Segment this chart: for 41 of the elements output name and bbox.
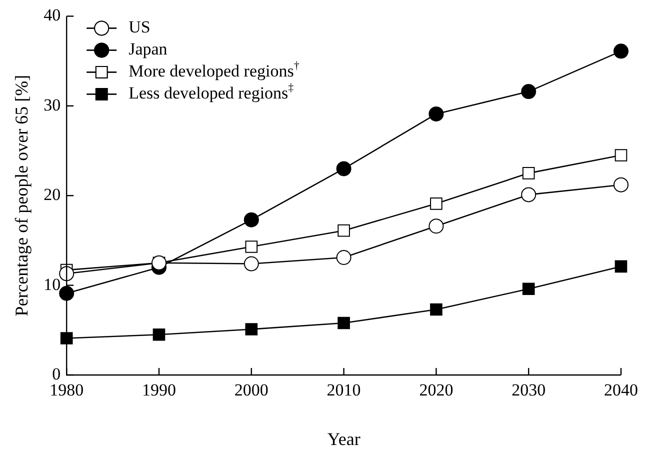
y-tick-label: 30 — [44, 95, 61, 114]
legend-label: More developed regions† — [128, 60, 300, 81]
point — [430, 198, 442, 210]
y-tick-label: 0 — [52, 364, 61, 384]
y-tick-label: 40 — [44, 6, 61, 25]
x-tick-label: 1980 — [50, 380, 84, 400]
point — [336, 250, 352, 265]
point — [336, 161, 352, 176]
point — [522, 282, 535, 296]
x-tick-label: 2010 — [326, 380, 361, 400]
x-tick-label: 1990 — [142, 380, 176, 400]
legend-label: Less developed regions‡ — [128, 82, 294, 103]
x-tick-label: 2030 — [512, 380, 546, 400]
y-axis-title: Percentage of people over 65 [%] — [12, 74, 32, 316]
point — [244, 256, 259, 272]
legend-label: Japan — [128, 40, 168, 59]
point — [245, 323, 258, 336]
point — [521, 84, 536, 100]
point — [60, 332, 73, 344]
x-tick-label: 2040 — [604, 380, 638, 400]
point — [430, 303, 442, 316]
point — [614, 44, 628, 59]
x-axis-title: Year — [327, 428, 360, 449]
point — [614, 260, 628, 273]
x-tick-label: 2000 — [234, 380, 268, 400]
point — [152, 328, 166, 341]
point — [428, 218, 444, 234]
point — [338, 316, 350, 330]
y-tick-label: 10 — [44, 274, 61, 294]
point — [521, 187, 536, 202]
x-tick-label: 2020 — [419, 380, 454, 400]
legend-label: US — [128, 18, 150, 37]
point — [59, 286, 74, 301]
point — [244, 212, 259, 228]
point — [428, 106, 444, 122]
y-tick-label: 20 — [44, 185, 61, 204]
point — [245, 240, 258, 253]
point — [614, 149, 628, 162]
point — [338, 224, 350, 237]
point — [59, 266, 74, 282]
point — [522, 167, 535, 180]
